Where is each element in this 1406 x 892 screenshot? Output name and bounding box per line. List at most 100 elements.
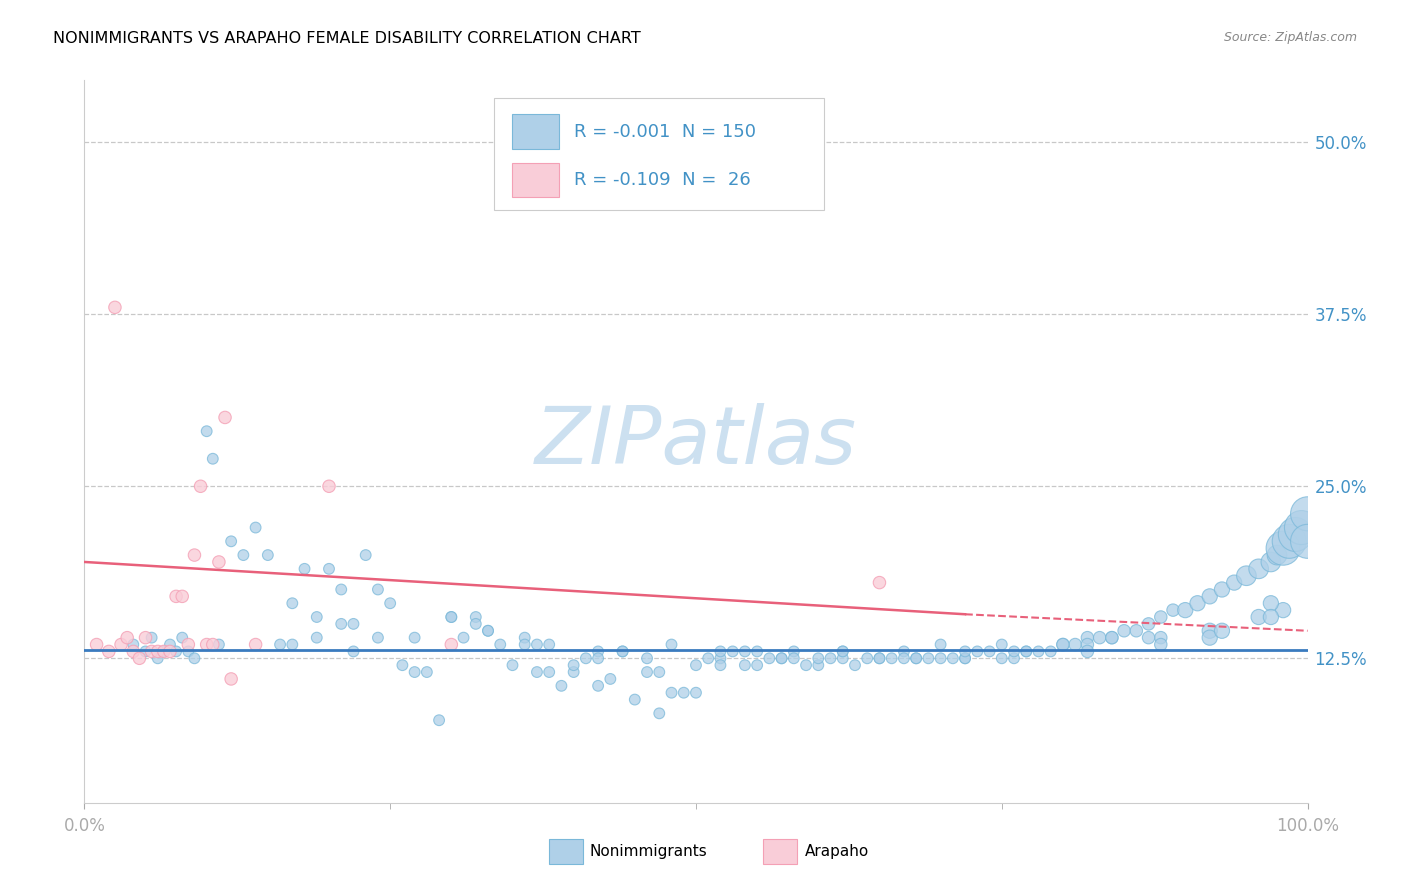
Point: [1052, 638, 1074, 652]
Point: [391, 658, 413, 673]
Point: [453, 631, 475, 645]
Point: [257, 548, 280, 562]
Point: [747, 644, 769, 658]
Point: [844, 658, 866, 673]
Point: [146, 644, 169, 658]
Point: [201, 638, 224, 652]
Point: [807, 651, 830, 665]
Point: [135, 631, 157, 645]
Point: [1064, 638, 1087, 652]
Point: [1198, 624, 1220, 638]
Point: [86, 638, 108, 652]
Point: [526, 665, 548, 679]
Point: [195, 638, 218, 652]
Point: [219, 534, 242, 549]
Point: [183, 548, 205, 562]
Point: [1284, 527, 1306, 541]
Point: [513, 638, 536, 652]
Point: [1296, 507, 1319, 521]
Point: [404, 631, 426, 645]
Point: [831, 651, 853, 665]
Point: [1272, 541, 1295, 556]
Point: [416, 665, 439, 679]
Point: [1174, 603, 1197, 617]
Point: [538, 638, 561, 652]
Point: [1076, 644, 1098, 658]
Point: [440, 610, 463, 624]
Point: [721, 644, 744, 658]
Point: [354, 548, 377, 562]
Point: [122, 638, 145, 652]
Point: [1137, 616, 1160, 631]
Point: [1137, 631, 1160, 645]
Point: [1052, 638, 1074, 652]
Point: [159, 644, 181, 658]
FancyBboxPatch shape: [494, 98, 824, 211]
Point: [330, 616, 353, 631]
Point: [526, 638, 548, 652]
Point: [586, 651, 609, 665]
Point: [97, 644, 120, 658]
Point: [232, 548, 254, 562]
Point: [146, 651, 169, 665]
Point: [1211, 582, 1233, 597]
Point: [612, 644, 634, 658]
Point: [281, 596, 304, 610]
FancyBboxPatch shape: [763, 838, 797, 864]
Point: [1015, 644, 1038, 658]
Point: [869, 651, 891, 665]
Text: Arapaho: Arapaho: [804, 844, 869, 859]
Point: [477, 624, 499, 638]
Point: [953, 644, 976, 658]
Point: [1260, 555, 1282, 569]
Point: [893, 651, 915, 665]
Point: [648, 665, 671, 679]
Point: [942, 651, 965, 665]
Point: [1247, 610, 1270, 624]
Point: [367, 582, 389, 597]
Point: [1272, 603, 1295, 617]
Point: [1260, 610, 1282, 624]
Point: [502, 658, 524, 673]
Point: [734, 644, 756, 658]
Point: [1198, 590, 1220, 604]
Point: [141, 631, 163, 645]
Point: [190, 479, 212, 493]
Point: [1028, 644, 1050, 658]
Point: [550, 679, 572, 693]
Point: [318, 479, 340, 493]
Point: [807, 658, 830, 673]
Point: [195, 424, 218, 438]
Point: [201, 451, 224, 466]
Point: [586, 679, 609, 693]
Point: [245, 638, 267, 652]
Point: [991, 651, 1014, 665]
Point: [661, 638, 683, 652]
Point: [709, 644, 731, 658]
Point: [575, 651, 598, 665]
Point: [905, 651, 928, 665]
Point: [672, 686, 695, 700]
Point: [966, 644, 988, 658]
Point: [1198, 631, 1220, 645]
Point: [342, 616, 364, 631]
Point: [380, 596, 402, 610]
Point: [330, 582, 353, 597]
Point: [685, 686, 707, 700]
Point: [820, 651, 842, 665]
Point: [758, 651, 780, 665]
Text: ZIPatlas: ZIPatlas: [534, 402, 858, 481]
Point: [770, 651, 793, 665]
Point: [734, 658, 756, 673]
Point: [440, 610, 463, 624]
Point: [153, 644, 176, 658]
Point: [979, 644, 1001, 658]
Point: [624, 692, 647, 706]
Point: [880, 651, 903, 665]
Point: [1125, 624, 1147, 638]
Point: [219, 672, 242, 686]
Point: [599, 672, 621, 686]
Point: [562, 665, 585, 679]
Point: [183, 651, 205, 665]
Point: [208, 638, 231, 652]
